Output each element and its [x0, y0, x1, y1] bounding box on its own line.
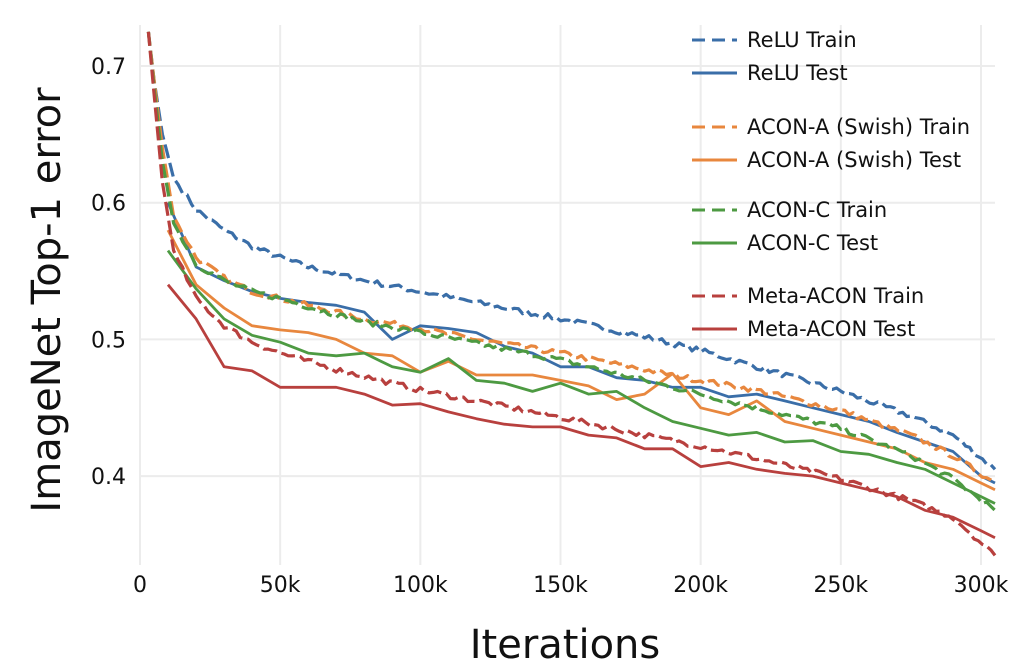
series-line-meta-acon-train: [146, 31, 997, 557]
x-tick-label: 300k: [954, 573, 1009, 598]
legend-entry-label: ACON-A (Swish) Train: [747, 115, 970, 139]
x-axis-title: Iterations: [470, 622, 661, 668]
series-line-acon-a-swish-test: [166, 229, 996, 492]
x-tick-label: 250k: [813, 573, 868, 598]
x-tick-label: 200k: [673, 573, 728, 598]
series-line-relu-train: [146, 31, 997, 471]
x-tick-label: 150k: [533, 573, 588, 598]
series-line-acon-c-train: [146, 31, 997, 512]
y-tick-label: 0.5: [91, 328, 126, 353]
series-line-acon-a-swish-train: [146, 31, 996, 485]
y-tick-label: 0.4: [91, 465, 126, 490]
y-axis-title: ImageNet Top-1 error: [24, 87, 70, 513]
legend: ReLU Train ReLU Test ACON-A (Swish) Train A…: [692, 28, 970, 341]
y-tick-labels: 0.4 0.5 0.6 0.7: [91, 55, 126, 490]
legend-entry-label: ACON-C Train: [747, 198, 887, 222]
series-layer: [146, 31, 997, 557]
legend-entry-label: ReLU Train: [747, 28, 857, 52]
legend-entry-label: ACON-A (Swish) Test: [747, 148, 961, 172]
legend-entry-label: ReLU Test: [747, 61, 848, 85]
x-tick-label: 100k: [393, 573, 448, 598]
y-tick-label: 0.6: [91, 192, 126, 217]
x-tick-label: 50k: [260, 573, 301, 598]
x-tick-label: 0: [133, 573, 147, 598]
legend-entry-label: Meta-ACON Test: [747, 317, 915, 341]
legend-entry-label: ACON-C Test: [747, 231, 878, 255]
x-tick-labels: 0 50k 100k 150k 200k 250k 300k: [133, 573, 1009, 598]
y-tick-label: 0.7: [91, 55, 126, 80]
series-line-acon-c-test: [166, 249, 996, 505]
legend-entry-label: Meta-ACON Train: [747, 284, 924, 308]
